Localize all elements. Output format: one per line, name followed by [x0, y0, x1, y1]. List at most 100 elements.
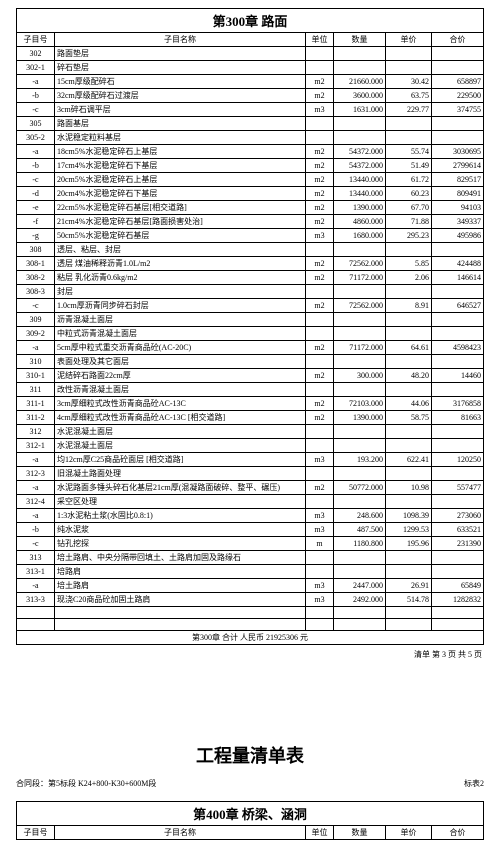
cell-qty: 72562.000	[334, 257, 386, 271]
cell-price: 63.75	[386, 89, 432, 103]
cell-name: 粘层 乳化沥青0.6kg/m2	[55, 271, 306, 285]
table-row: 312-4采空区处理	[17, 495, 484, 509]
cell-sum	[432, 117, 484, 131]
table-row: 312-1水泥混凝土面层	[17, 439, 484, 453]
cell-id: 311-2	[17, 411, 55, 425]
cell-sum: 81663	[432, 411, 484, 425]
cell-unit	[306, 47, 334, 61]
page-footer: 清单 第 3 页 共 5 页	[16, 645, 484, 662]
cell-unit	[306, 565, 334, 579]
cell-sum	[432, 243, 484, 257]
cell-price	[386, 117, 432, 131]
cell-qty: 72103.000	[334, 397, 386, 411]
cell-price: 64.61	[386, 341, 432, 355]
blank-row	[17, 607, 484, 619]
cell-id: 312-1	[17, 439, 55, 453]
cell-sum: 3176858	[432, 397, 484, 411]
boq-table-400: 子目号 子目名称 单位 数量 单价 合价	[16, 825, 484, 840]
cell-qty	[334, 467, 386, 481]
table-row: -b纯水泥浆m3487.5001299.53633521	[17, 523, 484, 537]
cell-price: 10.98	[386, 481, 432, 495]
cell-id: -c	[17, 103, 55, 117]
cell-name: 1:3水泥粘土浆(水固比0.8:1)	[55, 509, 306, 523]
contract-left: 合同段：第5标段 K24+800-K30+600M段	[16, 778, 156, 789]
cell-price: 48.20	[386, 369, 432, 383]
cell-unit: m2	[306, 271, 334, 285]
cell-unit: m2	[306, 397, 334, 411]
table-row: -c3cm碎石调平层m31631.000229.77374755	[17, 103, 484, 117]
cell-qty: 3600.000	[334, 89, 386, 103]
cell-sum: 14460	[432, 369, 484, 383]
cell-sum	[432, 61, 484, 75]
table-row: 308透层、粘层、封层	[17, 243, 484, 257]
cell-sum: 1282832	[432, 593, 484, 607]
cell-sum: 2799614	[432, 159, 484, 173]
cell-price: 2.06	[386, 271, 432, 285]
chapter-300-title: 第300章 路面	[16, 8, 484, 32]
cell-qty	[334, 355, 386, 369]
contract-line: 合同段：第5标段 K24+800-K30+600M段 标表2	[0, 778, 500, 793]
cell-price: 295.23	[386, 229, 432, 243]
cell-price: 195.96	[386, 537, 432, 551]
cell-qty	[334, 61, 386, 75]
cell-id: 309	[17, 313, 55, 327]
table-row: -a培土路肩m32447.00026.9165849	[17, 579, 484, 593]
cell-price: 71.88	[386, 215, 432, 229]
cell-id: -a	[17, 75, 55, 89]
cell-qty	[334, 131, 386, 145]
cell-unit: m2	[306, 75, 334, 89]
cell-name: 纯水泥浆	[55, 523, 306, 537]
cell-sum: 646527	[432, 299, 484, 313]
cell-qty	[334, 243, 386, 257]
cell-qty: 13440.000	[334, 173, 386, 187]
cell-id: -a	[17, 145, 55, 159]
cell-unit: m2	[306, 257, 334, 271]
cell-unit	[306, 467, 334, 481]
cell-qty: 71172.000	[334, 341, 386, 355]
cell-qty: 1631.000	[334, 103, 386, 117]
cell-unit	[306, 131, 334, 145]
cell-qty: 248.600	[334, 509, 386, 523]
cell-price: 61.72	[386, 173, 432, 187]
cell-sum: 120250	[432, 453, 484, 467]
page-1: 第300章 路面 子目号 子目名称 单位 数量 单价 合价 302路面垫层302…	[0, 0, 500, 666]
cell-qty	[334, 551, 386, 565]
cell-sum: 633521	[432, 523, 484, 537]
header-row: 子目号 子目名称 单位 数量 单价 合价	[17, 33, 484, 47]
cell-name: 中粒式沥青混凝土面层	[55, 327, 306, 341]
cell-qty: 54372.000	[334, 159, 386, 173]
cell-qty	[334, 425, 386, 439]
cell-sum	[432, 285, 484, 299]
table-row: 308-2粘层 乳化沥青0.6kg/m2m271172.0002.0614661…	[17, 271, 484, 285]
table-row: -e22cm5%水泥稳定碎石基层[相交道路]m21390.00067.70941…	[17, 201, 484, 215]
cell-name: 透层、粘层、封层	[55, 243, 306, 257]
cell-id: -a	[17, 481, 55, 495]
cell-unit	[306, 327, 334, 341]
table-row: -f21cm4%水泥稳定碎石基层[路面损害处治]m24860.00071.883…	[17, 215, 484, 229]
table-row: -a1:3水泥粘土浆(水固比0.8:1)m3248.6001098.392730…	[17, 509, 484, 523]
cell-qty: 1390.000	[334, 201, 386, 215]
cell-unit: m2	[306, 411, 334, 425]
cell-id: -a	[17, 453, 55, 467]
cell-id: 305	[17, 117, 55, 131]
cell-qty: 2447.000	[334, 579, 386, 593]
cell-qty: 71172.000	[334, 271, 386, 285]
cell-name: 22cm5%水泥稳定碎石基层[相交道路]	[55, 201, 306, 215]
cell-id: -g	[17, 229, 55, 243]
col-sum: 合价	[432, 33, 484, 47]
cell-name: 路面垫层	[55, 47, 306, 61]
cell-name: 水泥稳定粒料基层	[55, 131, 306, 145]
table-row: 308-1透层 煤油稀释沥青1.0L/m2m272562.0005.854244…	[17, 257, 484, 271]
cell-id: -f	[17, 215, 55, 229]
cell-sum	[432, 131, 484, 145]
cell-unit	[306, 313, 334, 327]
cell-unit	[306, 383, 334, 397]
cell-unit: m3	[306, 593, 334, 607]
cell-price: 229.77	[386, 103, 432, 117]
cell-qty	[334, 47, 386, 61]
table-row: 310-1泥结碎石路面22cm厚m2300.00048.2014460	[17, 369, 484, 383]
cell-qty: 487.500	[334, 523, 386, 537]
contract-right: 标表2	[464, 778, 484, 789]
cell-sum	[432, 313, 484, 327]
cell-qty: 193.200	[334, 453, 386, 467]
